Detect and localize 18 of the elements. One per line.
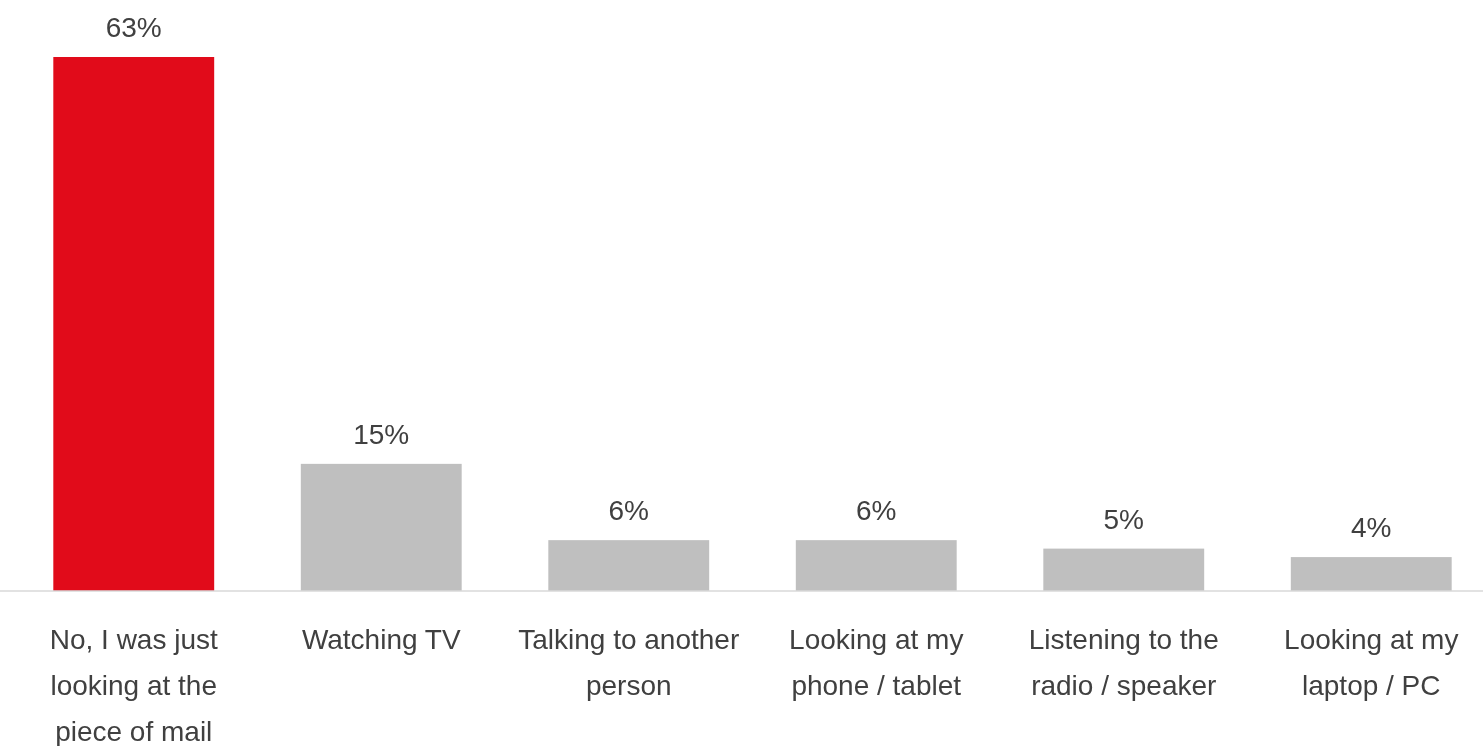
x-tick-label: Looking at my phone / tablet xyxy=(789,624,964,701)
bar xyxy=(300,463,462,591)
bar xyxy=(1043,548,1205,591)
x-tick-label: Watching TV xyxy=(301,624,461,655)
data-label: 6% xyxy=(856,495,897,527)
data-label: 5% xyxy=(1103,503,1144,535)
x-tick-label: Talking to another person xyxy=(518,624,740,701)
x-tick-label: No, I was just looking at the piece of mail xyxy=(49,624,218,746)
data-label: 63% xyxy=(105,12,162,43)
data-label: 6% xyxy=(608,495,649,527)
bar xyxy=(1290,557,1452,591)
bar xyxy=(53,57,215,591)
x-tick-label: Looking at my laptop / PC xyxy=(1284,624,1459,701)
data-label: 4% xyxy=(1351,512,1392,544)
bar xyxy=(795,540,957,591)
x-tick-label: Listening to the radio / speaker xyxy=(1028,624,1219,701)
bar xyxy=(548,540,710,591)
data-label: 15% xyxy=(353,418,410,450)
